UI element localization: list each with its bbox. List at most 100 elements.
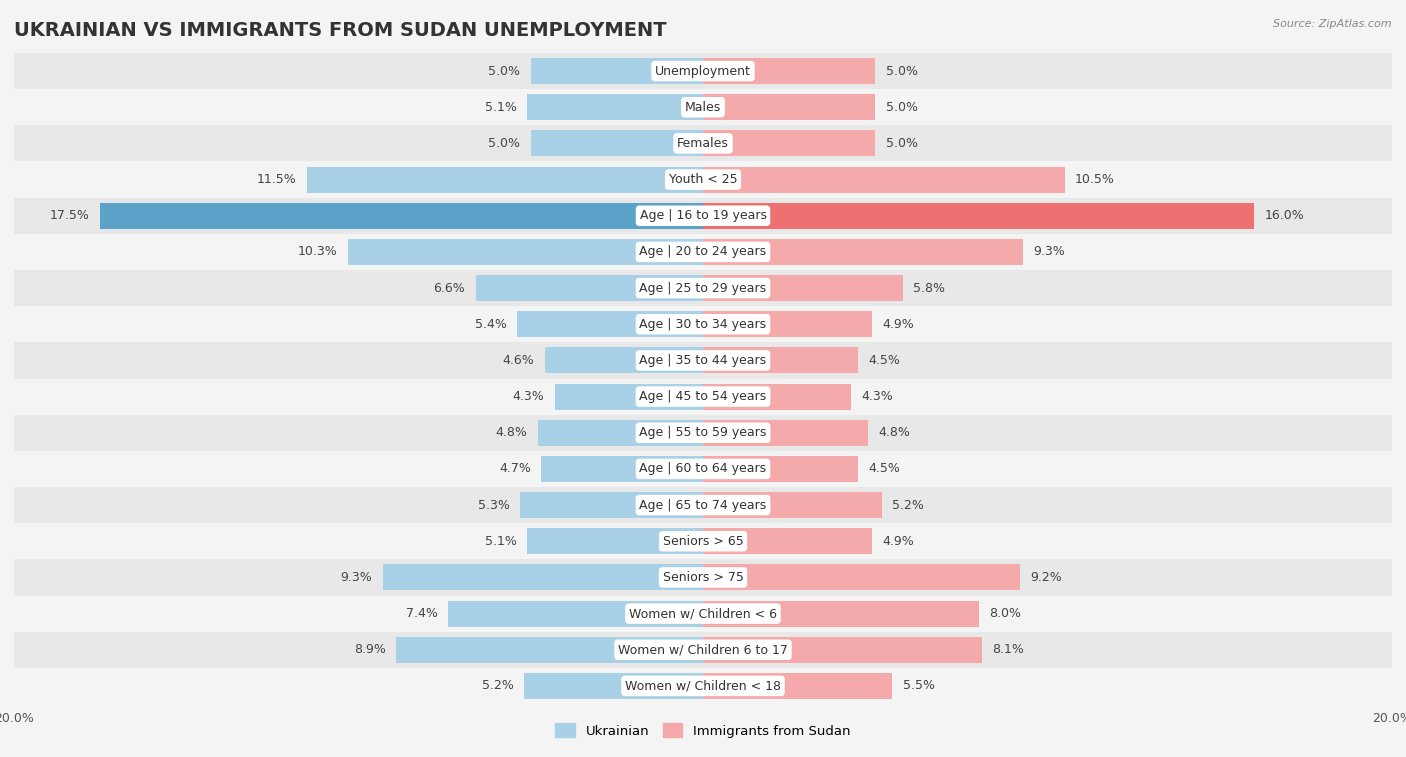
Text: 4.7%: 4.7% xyxy=(499,463,531,475)
Text: 5.8%: 5.8% xyxy=(912,282,945,294)
Bar xyxy=(703,492,882,518)
Bar xyxy=(544,347,703,373)
Text: 4.9%: 4.9% xyxy=(882,318,914,331)
Bar xyxy=(527,94,703,120)
Text: 6.6%: 6.6% xyxy=(433,282,465,294)
Text: Females: Females xyxy=(678,137,728,150)
Bar xyxy=(14,53,1392,89)
Bar xyxy=(517,311,703,338)
Bar xyxy=(14,668,1392,704)
Text: 5.0%: 5.0% xyxy=(886,101,918,114)
Text: 5.0%: 5.0% xyxy=(488,64,520,77)
Text: 4.5%: 4.5% xyxy=(869,354,900,367)
Bar xyxy=(703,203,1254,229)
Text: 4.8%: 4.8% xyxy=(879,426,911,439)
Bar xyxy=(14,596,1392,631)
Bar xyxy=(14,234,1392,270)
Text: Age | 25 to 29 years: Age | 25 to 29 years xyxy=(640,282,766,294)
Bar xyxy=(14,161,1392,198)
Text: 5.1%: 5.1% xyxy=(485,101,517,114)
Text: 10.5%: 10.5% xyxy=(1076,173,1115,186)
Bar xyxy=(349,239,703,265)
Bar xyxy=(307,167,703,192)
Text: Age | 16 to 19 years: Age | 16 to 19 years xyxy=(640,209,766,223)
Bar xyxy=(537,419,703,446)
Text: Age | 20 to 24 years: Age | 20 to 24 years xyxy=(640,245,766,258)
Bar xyxy=(703,239,1024,265)
Text: Age | 35 to 44 years: Age | 35 to 44 years xyxy=(640,354,766,367)
Text: 9.3%: 9.3% xyxy=(1033,245,1066,258)
Bar xyxy=(14,306,1392,342)
Text: 5.3%: 5.3% xyxy=(478,499,510,512)
Bar xyxy=(555,384,703,410)
Text: 8.9%: 8.9% xyxy=(354,643,387,656)
Bar xyxy=(14,631,1392,668)
Text: 4.3%: 4.3% xyxy=(513,390,544,403)
Text: 5.2%: 5.2% xyxy=(482,680,513,693)
Bar xyxy=(703,673,893,699)
Bar xyxy=(14,89,1392,126)
Bar xyxy=(382,565,703,590)
Text: Age | 65 to 74 years: Age | 65 to 74 years xyxy=(640,499,766,512)
Text: 8.1%: 8.1% xyxy=(993,643,1024,656)
Bar xyxy=(14,342,1392,378)
Bar xyxy=(703,275,903,301)
Bar xyxy=(541,456,703,482)
Bar xyxy=(527,528,703,554)
Bar xyxy=(475,275,703,301)
Text: Women w/ Children < 6: Women w/ Children < 6 xyxy=(628,607,778,620)
Text: Women w/ Children 6 to 17: Women w/ Children 6 to 17 xyxy=(619,643,787,656)
Text: 5.1%: 5.1% xyxy=(485,534,517,548)
Bar xyxy=(520,492,703,518)
Bar xyxy=(703,384,851,410)
Bar xyxy=(703,637,981,663)
Bar xyxy=(703,130,875,157)
Text: Source: ZipAtlas.com: Source: ZipAtlas.com xyxy=(1274,19,1392,29)
Text: 5.0%: 5.0% xyxy=(488,137,520,150)
Text: Age | 55 to 59 years: Age | 55 to 59 years xyxy=(640,426,766,439)
Bar xyxy=(100,203,703,229)
Text: 9.3%: 9.3% xyxy=(340,571,373,584)
Bar xyxy=(703,456,858,482)
Text: 4.5%: 4.5% xyxy=(869,463,900,475)
Bar xyxy=(703,565,1019,590)
Bar xyxy=(396,637,703,663)
Text: 8.0%: 8.0% xyxy=(988,607,1021,620)
Bar xyxy=(703,528,872,554)
Text: 5.0%: 5.0% xyxy=(886,137,918,150)
Bar xyxy=(703,600,979,627)
Text: 4.6%: 4.6% xyxy=(502,354,534,367)
Legend: Ukrainian, Immigrants from Sudan: Ukrainian, Immigrants from Sudan xyxy=(550,718,856,743)
Text: UKRAINIAN VS IMMIGRANTS FROM SUDAN UNEMPLOYMENT: UKRAINIAN VS IMMIGRANTS FROM SUDAN UNEMP… xyxy=(14,21,666,40)
Text: 11.5%: 11.5% xyxy=(257,173,297,186)
Bar xyxy=(703,94,875,120)
Text: Age | 60 to 64 years: Age | 60 to 64 years xyxy=(640,463,766,475)
Text: 4.8%: 4.8% xyxy=(495,426,527,439)
Bar xyxy=(14,451,1392,487)
Text: 17.5%: 17.5% xyxy=(51,209,90,223)
Bar xyxy=(14,559,1392,596)
Text: Seniors > 75: Seniors > 75 xyxy=(662,571,744,584)
Text: 4.9%: 4.9% xyxy=(882,534,914,548)
Bar xyxy=(703,167,1064,192)
Text: Unemployment: Unemployment xyxy=(655,64,751,77)
Text: Males: Males xyxy=(685,101,721,114)
Text: 5.4%: 5.4% xyxy=(475,318,506,331)
Bar xyxy=(14,198,1392,234)
Bar xyxy=(703,311,872,338)
Bar xyxy=(703,58,875,84)
Text: 5.2%: 5.2% xyxy=(893,499,924,512)
Bar xyxy=(703,347,858,373)
Text: Women w/ Children < 18: Women w/ Children < 18 xyxy=(626,680,780,693)
Text: 5.5%: 5.5% xyxy=(903,680,935,693)
Text: 7.4%: 7.4% xyxy=(406,607,437,620)
Text: Youth < 25: Youth < 25 xyxy=(669,173,737,186)
Bar xyxy=(14,487,1392,523)
Bar xyxy=(14,126,1392,161)
Text: 5.0%: 5.0% xyxy=(886,64,918,77)
Text: 16.0%: 16.0% xyxy=(1264,209,1305,223)
Text: 10.3%: 10.3% xyxy=(298,245,337,258)
Bar xyxy=(14,270,1392,306)
Bar xyxy=(531,130,703,157)
Text: 9.2%: 9.2% xyxy=(1031,571,1062,584)
